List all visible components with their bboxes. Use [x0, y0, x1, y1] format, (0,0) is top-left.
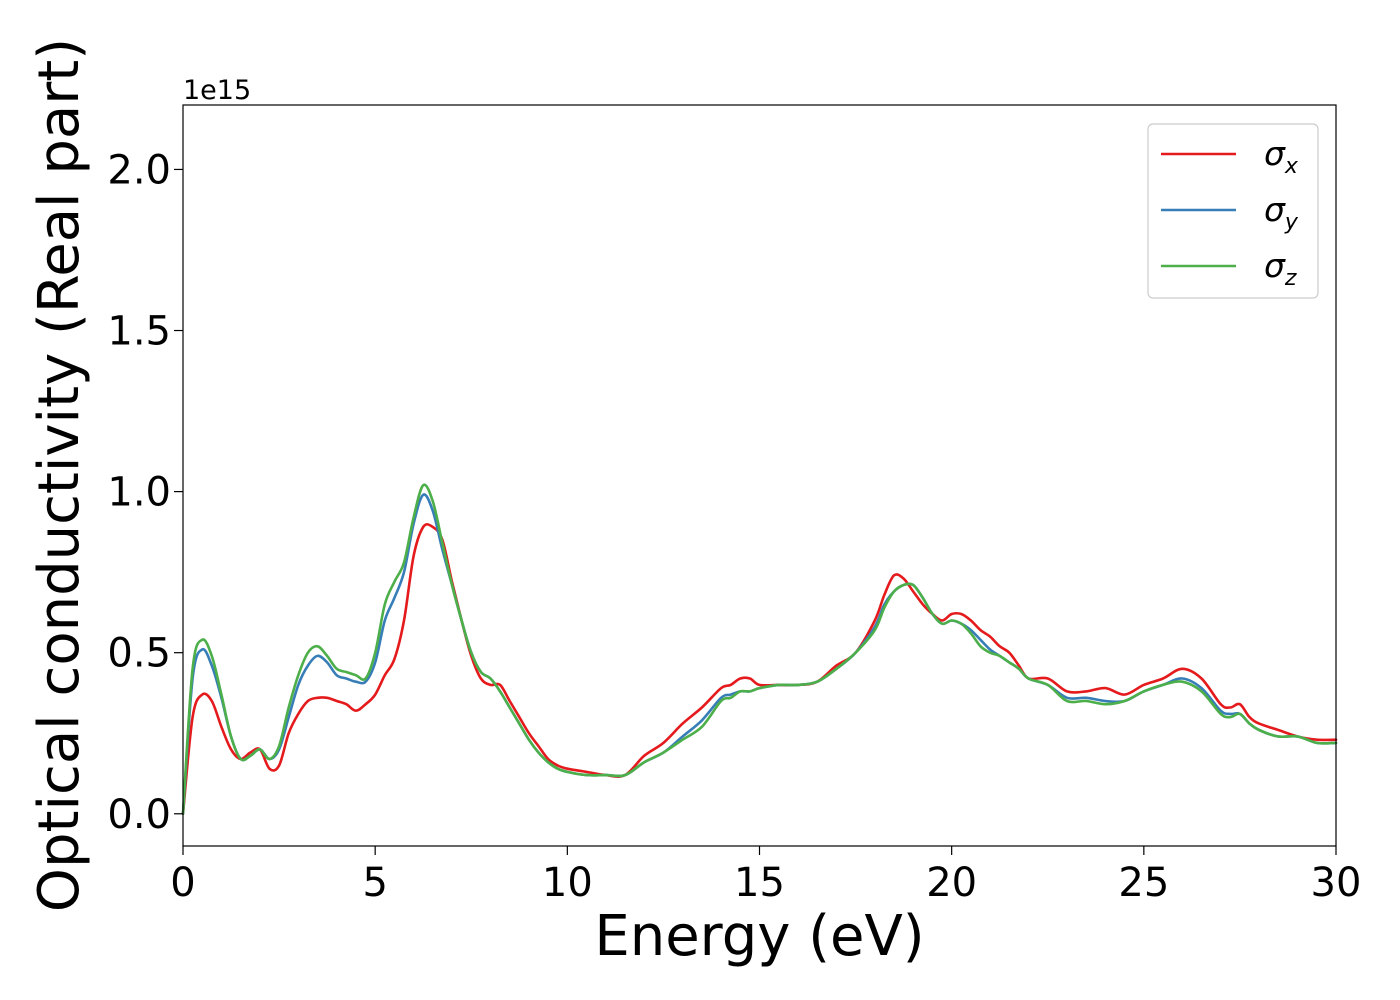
y-offset-label: 1e15 [183, 75, 251, 106]
y-tick-label: 0.0 [107, 792, 171, 838]
x-tick-label: 15 [734, 860, 785, 906]
x-tick-label: 25 [1118, 860, 1169, 906]
y-axis-title: Optical conductivity (Real part) [27, 38, 92, 912]
x-tick-label: 30 [1311, 860, 1362, 906]
y-tick-label: 1.5 [107, 309, 171, 355]
x-tick-label: 10 [542, 860, 593, 906]
x-tick-label: 20 [926, 860, 977, 906]
series-line-sigma-z [181, 483, 1338, 816]
x-tick-label: 5 [362, 860, 387, 906]
y-tick-label: 2.0 [107, 147, 171, 193]
y-tick-label: 0.5 [107, 631, 171, 677]
series-line-sigma-y [181, 493, 1338, 816]
y-axis-ticks: 0.0 0.5 1.0 1.5 2.0 [107, 147, 183, 838]
x-axis-title: Energy (eV) [594, 904, 924, 969]
x-axis-ticks: 0 5 10 15 20 25 30 [170, 846, 1361, 906]
y-tick-label: 1.0 [107, 470, 171, 516]
series-line-sigma-x [181, 523, 1338, 816]
series-layer [181, 483, 1338, 816]
x-tick-label: 0 [170, 860, 195, 906]
